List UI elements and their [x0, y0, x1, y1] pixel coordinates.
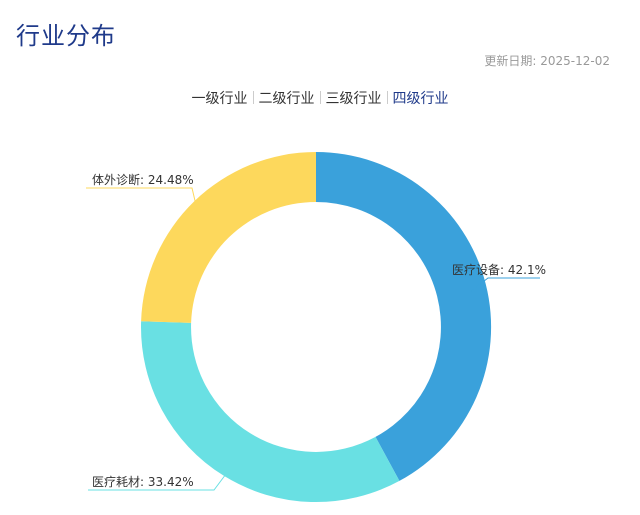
industry-level-tabs: 一级行业 二级行业 三级行业 四级行业: [0, 88, 640, 108]
leader-line-medical-consumables: [88, 473, 227, 491]
tab-level-1[interactable]: 一级行业: [191, 91, 248, 107]
page-title: 行业分布: [16, 22, 116, 50]
tab-level-2[interactable]: 二级行业: [258, 91, 315, 107]
slice-ivd[interactable]: [141, 152, 316, 323]
label-medical-consumables: 医疗耗材: 33.42%: [92, 475, 194, 489]
slice-medical-consumables[interactable]: [141, 321, 400, 503]
slice-medical-equipment[interactable]: [316, 151, 492, 481]
update-date: 更新日期: 2025-12-02: [484, 54, 610, 68]
tab-divider: [386, 91, 388, 104]
tab-divider: [319, 91, 321, 104]
leader-line-ivd: [86, 187, 197, 206]
tab-level-3[interactable]: 三级行业: [325, 91, 382, 107]
leader-line-medical-equipment: [469, 277, 540, 293]
tab-level-4[interactable]: 四级行业: [392, 91, 449, 107]
label-ivd: 体外诊断: 24.48%: [92, 172, 194, 187]
label-medical-equipment: 医疗设备: 42.1%: [452, 263, 546, 277]
tab-divider: [252, 91, 254, 104]
